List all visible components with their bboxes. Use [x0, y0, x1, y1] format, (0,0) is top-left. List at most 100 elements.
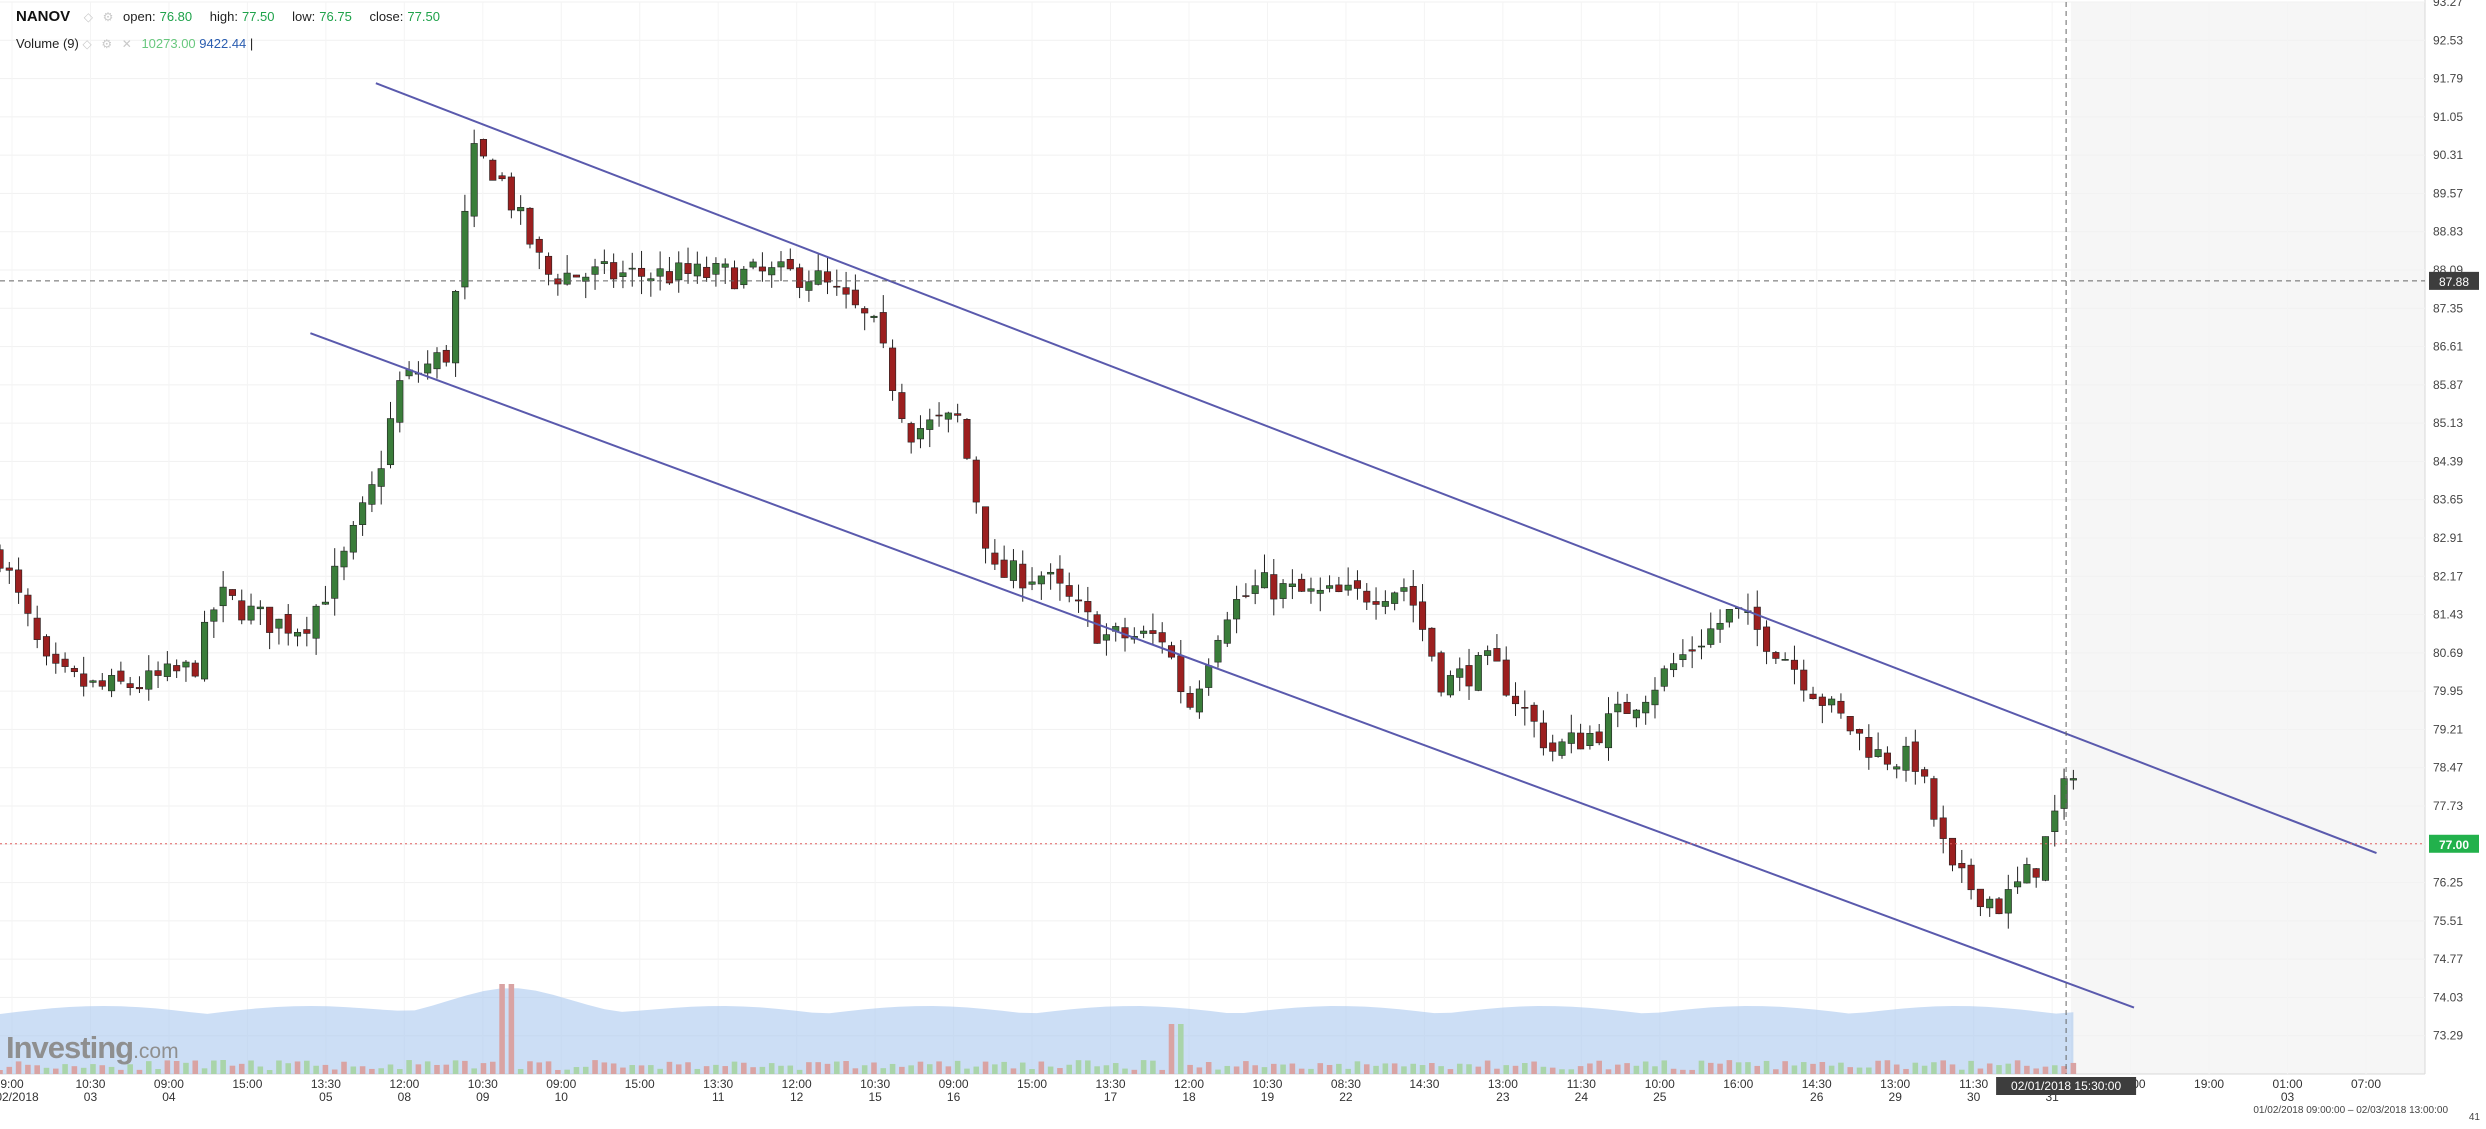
candle-body — [1558, 741, 1566, 756]
candle-body — [786, 258, 794, 270]
x-tick-date: 30 — [1967, 1090, 1981, 1104]
y-tick-label: 74.77 — [2433, 952, 2463, 966]
candle-body — [479, 139, 488, 157]
candle-body — [1177, 655, 1185, 693]
candle-body — [368, 484, 376, 505]
settings-icon[interactable]: ⚙ — [102, 10, 114, 24]
candle-body — [1846, 716, 1854, 732]
volume-bar — [1968, 1060, 1974, 1074]
x-tick-time: 19:00 — [2194, 1077, 2224, 1091]
y-tick-label: 85.87 — [2433, 378, 2463, 392]
x-tick-time: 15:00 — [625, 1077, 655, 1091]
x-tick-date: 23 — [1496, 1090, 1510, 1104]
x-tick-time: 13:30 — [703, 1077, 733, 1091]
volume-bar — [1726, 1060, 1733, 1074]
candle-body — [730, 267, 739, 290]
volume-bar — [889, 1063, 896, 1074]
volume-bar — [1605, 1069, 1612, 1074]
volume-bar — [741, 1062, 747, 1074]
x-tick-date: 1/02/2018 — [0, 1090, 39, 1104]
volume-bar — [238, 1063, 245, 1074]
candle-body — [359, 502, 367, 525]
candle-body — [1772, 652, 1780, 659]
candle-body — [954, 413, 962, 416]
eye-icon[interactable]: ◇ — [83, 10, 94, 24]
volume-bar — [1001, 1061, 1007, 1074]
volume-bar — [1940, 1060, 1946, 1074]
volume-bar — [1308, 1068, 1314, 1074]
volume-bar — [1289, 1063, 1296, 1074]
candle-body — [1270, 574, 1278, 600]
y-tick-label: 74.03 — [2433, 990, 2463, 1004]
x-tick-date: 03 — [2281, 1090, 2295, 1104]
candle-body — [52, 653, 60, 664]
eye-icon[interactable]: ◇ — [82, 37, 92, 51]
date-range-note: 01/02/2018 09:00:00 – 02/03/2018 13:00:0… — [2253, 1105, 2448, 1116]
candle-body — [1093, 614, 1101, 644]
candle-body — [628, 267, 636, 270]
y-tick-label: 82.91 — [2433, 531, 2463, 545]
volume-bar — [1224, 1065, 1231, 1074]
x-tick-time: 01:00 — [2273, 1077, 2303, 1091]
x-tick-date: 09 — [476, 1090, 490, 1104]
candle-body — [191, 662, 199, 677]
candle-body — [889, 347, 897, 391]
x-tick-time: 14:30 — [1802, 1077, 1832, 1091]
volume-bar — [248, 1060, 254, 1074]
x-tick-time: 12:00 — [389, 1077, 419, 1091]
candle-body — [1521, 707, 1529, 709]
candle-body — [898, 392, 906, 420]
x-tick-time: 9:00 — [0, 1077, 24, 1091]
candle-body — [108, 675, 116, 692]
low-label: low: — [292, 9, 316, 24]
candle-body — [1716, 622, 1724, 630]
candle-body — [1288, 583, 1296, 587]
crosshair-time-label: 02/01/2018 15:30:00 — [2011, 1079, 2121, 1093]
volume-bar — [1391, 1063, 1398, 1074]
candle-body — [1725, 609, 1733, 623]
close-label: close: — [369, 9, 404, 24]
candle-body — [833, 285, 841, 288]
volume-bar — [982, 1061, 989, 1074]
candle-body — [572, 274, 580, 278]
volume-bar — [1996, 1065, 2002, 1074]
settings-icon[interactable]: ⚙ — [101, 37, 113, 51]
candle-body — [1140, 630, 1148, 634]
x-tick-time: 10:30 — [1252, 1077, 1282, 1091]
volume-bar — [424, 1061, 431, 1074]
candle-body — [1670, 663, 1678, 671]
candle-body — [1586, 732, 1594, 747]
volume-bar — [1233, 1066, 1240, 1074]
candle-body — [693, 263, 701, 277]
volume-area — [0, 988, 2074, 1074]
candle-body — [1195, 688, 1203, 713]
close-icon[interactable]: ✕ — [121, 37, 132, 51]
x-tick-date: 04 — [162, 1090, 176, 1104]
candle-body — [452, 290, 460, 364]
volume-bar — [183, 1062, 189, 1074]
crosshair-time-tag — [1996, 1077, 2137, 1095]
candle-body — [637, 267, 646, 277]
y-tick-label: 82.17 — [2433, 569, 2463, 583]
candle-body — [163, 663, 171, 677]
candle-body — [1828, 698, 1836, 706]
volume-bar — [1866, 1067, 1872, 1074]
candle-body — [1065, 585, 1073, 597]
volume-bar — [1856, 1067, 1863, 1074]
candle-body — [284, 613, 292, 634]
candle-body — [740, 268, 748, 286]
volume-bar — [610, 1063, 617, 1074]
volume-bar — [220, 1060, 226, 1074]
volume-bar — [1884, 1060, 1891, 1074]
candle-body — [1279, 583, 1287, 599]
volume-bar — [331, 1069, 338, 1074]
candle-body — [0, 549, 4, 569]
candle-body — [1855, 729, 1864, 734]
volume-bar — [6, 1066, 13, 1074]
volume-bar — [276, 1060, 282, 1074]
candle-body — [173, 665, 181, 672]
candle-body — [1800, 669, 1808, 691]
candle-body — [70, 668, 78, 673]
